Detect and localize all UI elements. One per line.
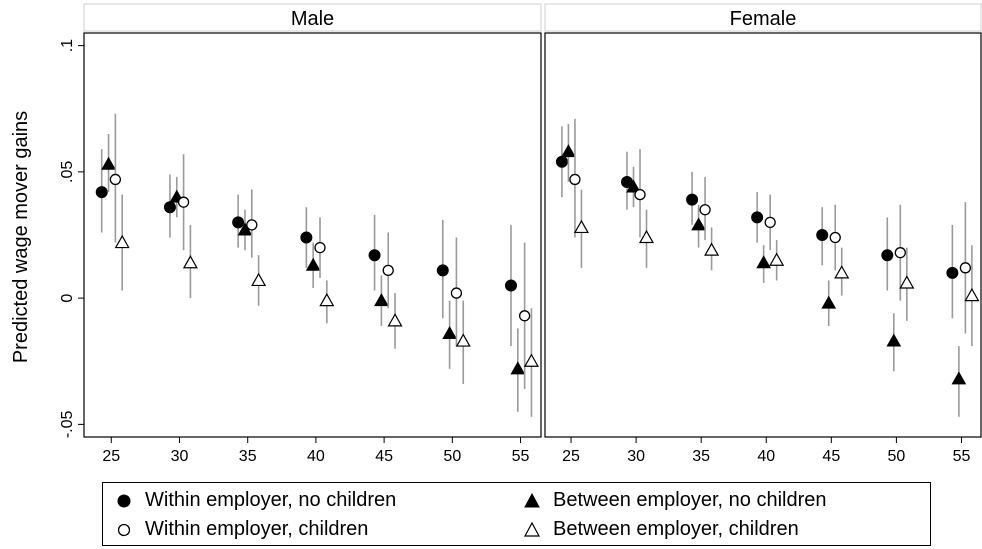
point-within_child — [179, 197, 189, 207]
legend-item-within-children: Within employer, children — [113, 518, 368, 541]
point-within_child — [960, 263, 970, 273]
point-within_child — [315, 243, 325, 253]
point-within_nochild — [556, 156, 567, 167]
point-within_child — [570, 174, 580, 184]
filled-triangle-marker-icon — [521, 491, 543, 511]
legend-label: Within employer, no children — [145, 489, 396, 512]
point-within_child — [247, 220, 257, 230]
y-tick-label: .05 — [59, 161, 76, 183]
point-within_child — [383, 265, 393, 275]
x-tick-label: 35 — [692, 448, 710, 465]
point-within_child — [520, 311, 530, 321]
legend-label: Between employer, children — [553, 518, 799, 541]
point-within_nochild — [752, 212, 763, 223]
x-tick-label: 45 — [822, 448, 840, 465]
point-within_child — [451, 288, 461, 298]
panel-male: Male -.05 0 .05 .1 25 30 35 40 45 50 55 — [59, 4, 541, 465]
hollow-triangle-marker-icon — [521, 520, 543, 540]
filled-circle-marker-icon — [113, 491, 135, 511]
point-within_nochild — [96, 187, 107, 198]
point-within_nochild — [301, 232, 312, 243]
point-within_nochild — [437, 265, 448, 276]
panel-female: Female 25 30 35 40 45 50 55 — [545, 4, 981, 465]
point-within_nochild — [687, 194, 698, 205]
point-within_nochild — [505, 280, 516, 291]
x-tick-label: 55 — [953, 448, 971, 465]
point-within_nochild — [369, 250, 380, 261]
point-within_nochild — [947, 267, 958, 278]
point-within_nochild — [817, 230, 828, 241]
point-within_nochild — [233, 217, 244, 228]
x-tick-label: 30 — [171, 448, 189, 465]
x-tick-label: 55 — [512, 448, 530, 465]
legend-label: Within employer, children — [145, 518, 368, 541]
legend: Within employer, no children Between emp… — [102, 482, 931, 546]
x-tick-label: 25 — [562, 448, 580, 465]
x-tick-label: 50 — [888, 448, 906, 465]
y-axis-label: Predicted wage mover gains — [10, 111, 32, 363]
x-tick-label: 45 — [375, 448, 393, 465]
point-within_child — [110, 174, 120, 184]
x-tick-label: 40 — [757, 448, 775, 465]
panel-title: Male — [291, 8, 334, 30]
legend-label: Between employer, no children — [553, 489, 827, 512]
point-within_nochild — [164, 202, 175, 213]
legend-item-between-no-children: Between employer, no children — [521, 489, 827, 512]
x-tick-label: 40 — [307, 448, 325, 465]
panel-title: Female — [730, 8, 797, 30]
point-within_child — [830, 233, 840, 243]
y-tick-label: .1 — [59, 39, 76, 52]
point-within_child — [895, 248, 905, 258]
plot-area — [84, 33, 541, 437]
hollow-circle-marker-icon — [113, 520, 135, 540]
x-tick-label: 30 — [627, 448, 645, 465]
x-tick-label: 35 — [239, 448, 257, 465]
legend-item-within-no-children: Within employer, no children — [113, 489, 396, 512]
point-within_child — [700, 205, 710, 215]
x-tick-label: 50 — [443, 448, 461, 465]
x-tick-label: 25 — [102, 448, 120, 465]
plot-area — [545, 33, 981, 437]
y-tick-label: -.05 — [59, 410, 76, 438]
point-within_child — [635, 190, 645, 200]
point-within_nochild — [882, 250, 893, 261]
y-tick-label: 0 — [59, 294, 76, 303]
point-within_child — [765, 217, 775, 227]
legend-item-between-children: Between employer, children — [521, 518, 799, 541]
